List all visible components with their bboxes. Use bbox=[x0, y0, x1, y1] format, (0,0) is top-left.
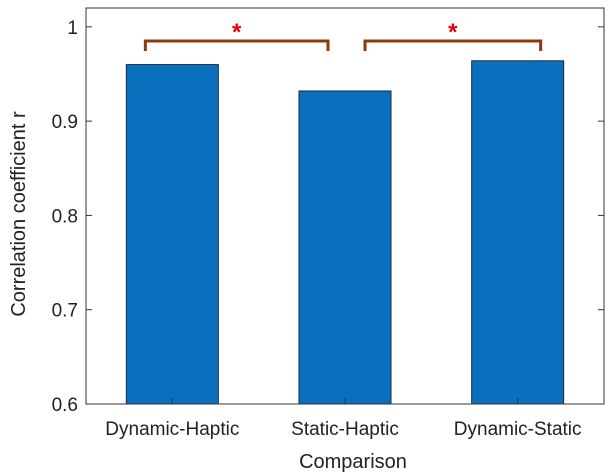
x-tick-label: Dynamic-Static bbox=[454, 419, 582, 440]
bars-group bbox=[125, 60, 565, 405]
bar-dynamic-haptic bbox=[125, 64, 219, 405]
y-tick-label: 0.7 bbox=[52, 301, 78, 322]
x-tick-label: Static-Haptic bbox=[291, 419, 399, 440]
bar-dynamic-static bbox=[471, 60, 565, 405]
significance-bracket bbox=[143, 39, 330, 51]
y-axis-label: Correlation coefficient r bbox=[8, 111, 30, 317]
x-tick-label: Dynamic-Haptic bbox=[105, 419, 239, 440]
y-tick-label: 0.8 bbox=[52, 206, 78, 227]
significance-star: * bbox=[232, 19, 242, 46]
y-axis-ticks: 0.6 0.7 0.8 0.9 1 bbox=[52, 18, 604, 416]
x-axis-ticks: Dynamic-Haptic Static-Haptic Dynamic-Stati… bbox=[105, 398, 582, 440]
y-tick-label: 0.9 bbox=[52, 112, 78, 133]
x-axis-label: Comparison bbox=[299, 451, 407, 473]
y-tick-label: 1 bbox=[67, 18, 78, 39]
significance-bracket bbox=[363, 39, 543, 51]
bar-static-haptic bbox=[298, 90, 392, 405]
significance-star: * bbox=[448, 19, 458, 46]
significance-group: * * bbox=[143, 19, 543, 51]
y-tick-label: 0.6 bbox=[52, 395, 78, 416]
